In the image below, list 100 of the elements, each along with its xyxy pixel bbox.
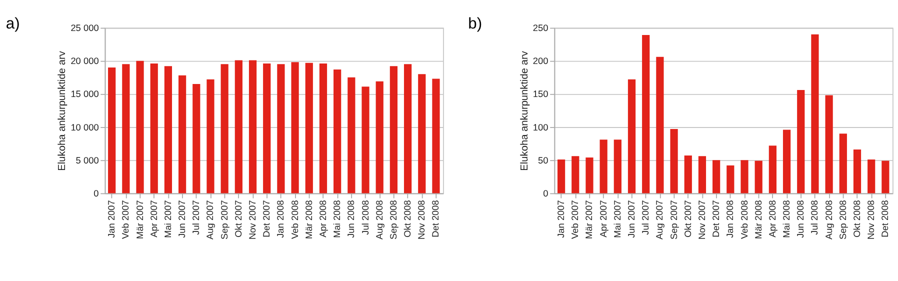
- x-tick-label: Sep 2008: [838, 200, 848, 240]
- y-axis-title: Elukoha ankurpunktide arv: [57, 50, 68, 171]
- x-tick-label: Det 2007: [711, 200, 722, 238]
- x-tick-label: Mär 2007: [584, 200, 594, 239]
- bar: [108, 67, 116, 194]
- bar: [754, 160, 762, 194]
- x-tick-label: Jul 2008: [360, 200, 370, 235]
- x-tick-label: Jun 2007: [626, 200, 637, 238]
- bar: [853, 150, 862, 194]
- bar: [586, 157, 594, 194]
- x-tick-label: Sep 2007: [668, 200, 679, 240]
- x-tick-label: Jul 2007: [640, 200, 651, 235]
- x-tick-label: Okt 2007: [233, 200, 244, 238]
- bar: [432, 78, 440, 194]
- x-tick-label: Jun 2008: [346, 200, 356, 238]
- x-tick-label: Mai 2007: [612, 200, 622, 238]
- x-tick-label: Jun 2007: [177, 200, 188, 238]
- y-tick-label: 200: [532, 56, 548, 66]
- bar: [811, 34, 819, 194]
- x-tick-label: Det 2007: [262, 200, 272, 238]
- x-tick-label: Nov 2008: [416, 200, 427, 240]
- x-tick-label: Veb 2007: [570, 200, 580, 239]
- x-tick-label: Aug 2007: [654, 200, 665, 240]
- x-tick-label: Jun 2008: [796, 200, 806, 238]
- y-tick-label: 50: [538, 155, 548, 166]
- bar: [192, 84, 200, 194]
- bar: [797, 90, 805, 194]
- x-tick-label: Apr 2008: [767, 200, 778, 238]
- bar: [234, 60, 242, 194]
- y-tick-label: 5 000: [76, 155, 99, 166]
- bar: [768, 146, 776, 194]
- y-tick-label: 20 000: [70, 56, 99, 66]
- x-tick-label: Veb 2008: [739, 200, 750, 239]
- bar: [150, 64, 158, 194]
- x-tick-label: Nov 2008: [866, 200, 876, 240]
- x-tick-label: Mai 2008: [332, 200, 342, 238]
- bar: [376, 81, 384, 194]
- bar: [206, 79, 214, 194]
- bar: [418, 74, 426, 194]
- bar: [726, 165, 734, 194]
- chart-title: a): [6, 16, 20, 33]
- bar: [248, 60, 257, 194]
- x-tick-label: Okt 2008: [852, 200, 862, 238]
- bar: [656, 56, 664, 194]
- y-tick-label: 250: [532, 22, 548, 33]
- x-tick-label: Mai 2008: [782, 200, 792, 238]
- bar: [362, 86, 370, 194]
- bar: [404, 64, 412, 194]
- y-tick-label: 0: [543, 188, 548, 198]
- bar: [782, 130, 791, 194]
- x-tick-label: Jan 2008: [725, 200, 736, 238]
- x-tick-label: Sep 2007: [219, 200, 230, 240]
- x-tick-label: Jan 2007: [556, 200, 566, 238]
- bar: [557, 159, 566, 194]
- bar: [839, 134, 847, 194]
- x-tick-label: Apr 2007: [598, 200, 608, 238]
- x-tick-label: Veb 2007: [120, 200, 131, 239]
- bar: [122, 64, 130, 194]
- x-tick-label: Jul 2007: [191, 200, 202, 235]
- bar: [277, 64, 285, 194]
- bar: [825, 95, 833, 194]
- bar: [164, 66, 172, 194]
- bar: [740, 160, 748, 194]
- y-tick-label: 15 000: [70, 89, 99, 100]
- bar: [390, 66, 398, 194]
- y-tick-label: 25 000: [70, 22, 99, 33]
- bar: [670, 129, 678, 194]
- chart-title: b): [468, 16, 482, 33]
- bar: [614, 140, 622, 194]
- x-tick-label: Okt 2007: [682, 200, 693, 238]
- y-axis-title: Elukoha ankurpunktide arv: [519, 50, 530, 171]
- x-tick-label: Det 2008: [880, 200, 890, 238]
- bar: [263, 64, 271, 194]
- bar: [220, 64, 228, 194]
- bar: [178, 75, 186, 194]
- bar: [698, 156, 706, 194]
- y-tick-label: 150: [532, 89, 548, 100]
- bar: [334, 69, 342, 194]
- bar: [600, 140, 608, 194]
- x-tick-label: Aug 2007: [205, 200, 216, 240]
- bar: [882, 160, 890, 194]
- x-tick-label: Jan 2008: [276, 200, 286, 238]
- x-tick-label: Mär 2007: [134, 200, 145, 239]
- x-tick-label: Nov 2007: [696, 200, 707, 240]
- bar: [628, 79, 636, 194]
- y-tick-label: 0: [94, 188, 99, 198]
- x-tick-label: Apr 2007: [148, 200, 159, 238]
- bar: [642, 35, 650, 194]
- bar: [319, 64, 328, 194]
- x-tick-label: Okt 2008: [402, 200, 413, 238]
- bar: [291, 62, 299, 194]
- x-tick-label: Apr 2008: [318, 200, 328, 238]
- x-tick-label: Det 2008: [430, 200, 441, 238]
- x-tick-label: Jul 2008: [810, 200, 820, 235]
- bar: [305, 62, 313, 194]
- bar: [348, 77, 356, 194]
- x-tick-label: Sep 2008: [388, 200, 398, 240]
- x-tick-label: Mär 2008: [304, 200, 314, 239]
- bar: [712, 160, 720, 194]
- x-tick-label: Jan 2007: [106, 200, 117, 238]
